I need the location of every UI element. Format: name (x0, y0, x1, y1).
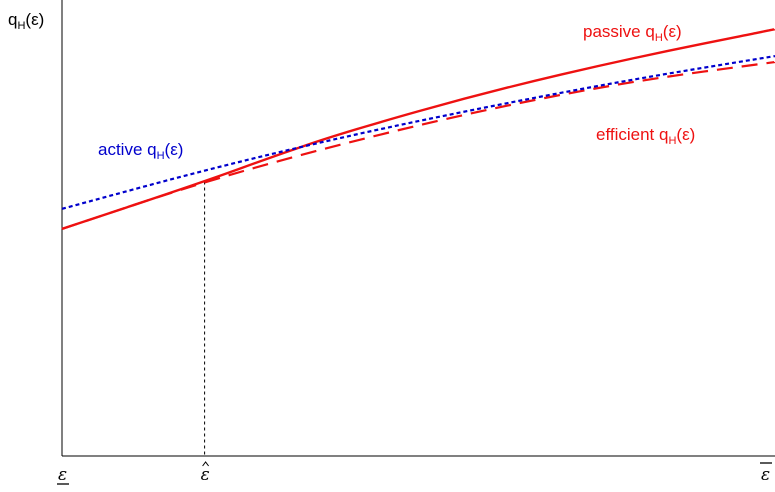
y-axis-label: qH(ε) (8, 10, 44, 32)
active-line (61, 55, 775, 210)
eps-hat-mark (202, 461, 209, 467)
series-layer (61, 28, 775, 231)
x-tick-overline-eps: ε (761, 465, 770, 485)
axes (61, 0, 775, 457)
passive-line (61, 28, 775, 231)
labels-layer: active qH(ε) passive qH(ε) efficient qH(ε)… (8, 10, 772, 485)
x-tick-underline-eps: ε (58, 465, 67, 485)
efficient-label: efficient qH(ε) (596, 125, 695, 147)
passive-label: passive qH(ε) (583, 22, 682, 44)
active-label: active qH(ε) (98, 140, 183, 162)
x-tick-hat-eps: ε (201, 465, 210, 485)
